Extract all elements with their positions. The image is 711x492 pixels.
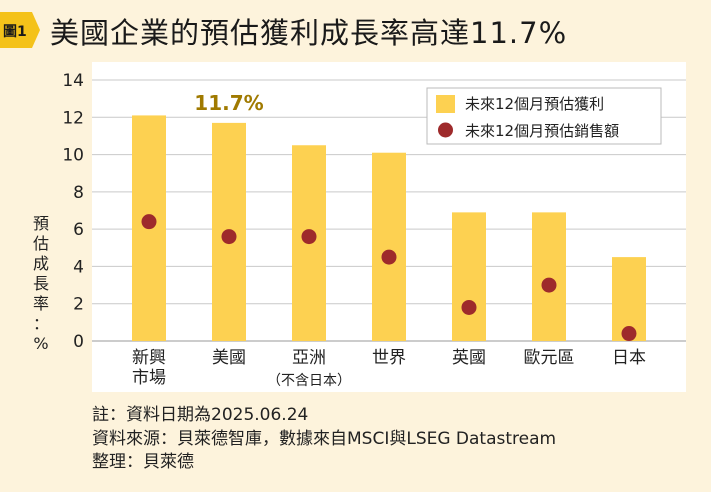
legend-box (426, 87, 662, 145)
x-category-label: 世界 (372, 348, 406, 368)
chart-title: 美國企業的預估獲利成長率高達11.7% (50, 16, 568, 50)
figure-tag-label: 圖1 (3, 24, 27, 40)
dot-marker (301, 229, 317, 245)
note-source: 資料來源：貝萊德智庫，數據來自MSCI與LSEG Datastream (92, 428, 557, 449)
x-category-label: 市場 (132, 368, 166, 388)
y-axis-label: 預估成長率：% (30, 214, 52, 354)
dot-marker (141, 214, 157, 230)
legend-swatch-bar (436, 95, 455, 113)
legend-swatch-dot (438, 122, 453, 138)
figure-tag: 圖1 (0, 12, 40, 48)
x-category-label: 歐元區 (524, 348, 575, 368)
y-axis-label-char: 預 (32, 214, 49, 233)
dot-marker (541, 277, 557, 293)
y-tick-label: 6 (73, 220, 84, 240)
note-date: 註：資料日期為2025.06.24 (92, 405, 309, 425)
legend-label-sales: 未來12個月預估銷售額 (465, 122, 619, 140)
bar (532, 212, 566, 341)
value-annotation: 11.7% (194, 91, 263, 115)
legend-label-earnings: 未來12個月預估獲利 (465, 95, 604, 113)
y-tick-label: 0 (73, 332, 84, 352)
y-tick-label: 2 (73, 295, 84, 315)
y-axis-label-char: % (33, 334, 49, 353)
y-axis-label-char: 估 (32, 234, 49, 253)
x-category-label: 英國 (452, 348, 486, 368)
y-tick-label: 14 (62, 71, 84, 91)
y-tick-label: 10 (62, 146, 84, 166)
bar (372, 152, 406, 341)
bar (452, 212, 486, 341)
y-axis-label-char: ： (32, 314, 49, 333)
y-axis-label-char: 成 (32, 254, 49, 273)
y-axis-label-char: 長 (32, 274, 49, 293)
y-tick-label: 4 (73, 257, 84, 277)
dot-marker (221, 229, 237, 245)
dot-marker (461, 299, 477, 315)
x-category-label: 日本 (612, 348, 646, 368)
y-tick-label: 8 (73, 183, 84, 203)
x-category-label: 新興 (132, 348, 166, 368)
x-category-sublabel: （不含日本） (267, 373, 351, 389)
notes: 註：資料日期為2025.06.24 資料來源：貝萊德智庫，數據來自MSCI與LS… (92, 404, 556, 475)
dot-marker (621, 326, 637, 342)
note-compiler: 整理：貝萊德 (92, 452, 194, 472)
title-row: 圖1 美國企業的預估獲利成長率高達11.7% (0, 6, 711, 52)
x-category-label: 亞洲 (292, 348, 326, 368)
y-axis-label-char: 率 (32, 294, 49, 313)
x-category-label: 美國 (212, 348, 246, 368)
y-tick-label: 12 (62, 108, 84, 128)
dot-marker (381, 249, 397, 265)
